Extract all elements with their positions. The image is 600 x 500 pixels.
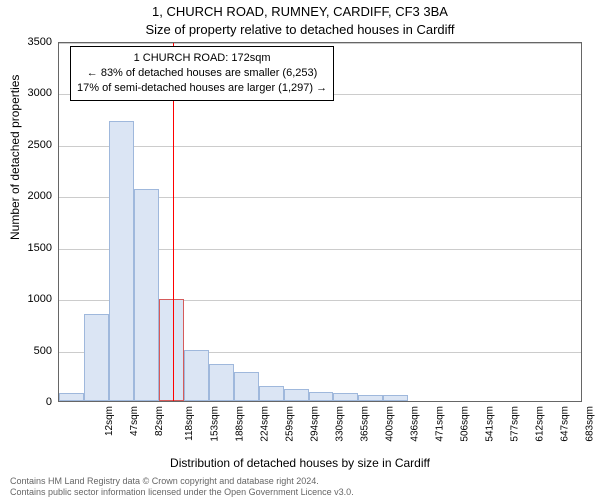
x-tick-label: 647sqm [559,406,570,442]
title-line-1: 1, CHURCH ROAD, RUMNEY, CARDIFF, CF3 3BA [0,4,600,19]
x-axis-label: Distribution of detached houses by size … [0,456,600,470]
histogram-bar [159,299,184,401]
histogram-bar [134,189,159,401]
histogram-bar [259,386,284,401]
x-tick-label: 577sqm [509,406,520,442]
histogram-bar [84,314,109,401]
y-tick-label: 2000 [12,190,52,202]
x-tick-label: 683sqm [584,406,595,442]
histogram-bar [109,121,134,401]
x-tick-label: 294sqm [310,406,321,442]
histogram-bar [309,392,334,401]
histogram-bar [383,395,408,401]
y-tick-label: 2500 [12,139,52,151]
histogram-bar [234,372,259,401]
gridline [59,146,581,147]
x-tick-label: 471sqm [434,406,445,442]
x-tick-label: 506sqm [459,406,470,442]
histogram-bar [358,395,383,401]
annotation-line-3: 17% of semi-detached houses are larger (… [77,81,327,96]
histogram-bar [284,389,309,401]
title-line-2: Size of property relative to detached ho… [0,22,600,37]
chart-container: 1, CHURCH ROAD, RUMNEY, CARDIFF, CF3 3BA… [0,0,600,500]
y-tick-label: 0 [12,396,52,408]
x-tick-label: 541sqm [484,406,495,442]
x-tick-label: 188sqm [235,406,246,442]
x-tick-label: 436sqm [409,406,420,442]
y-tick-label: 1000 [12,293,52,305]
histogram-bar [333,393,358,401]
x-tick-label: 612sqm [534,406,545,442]
x-tick-label: 259sqm [285,406,296,442]
histogram-bar [209,364,234,401]
x-tick-label: 12sqm [104,406,115,436]
footer-attribution: Contains HM Land Registry data © Crown c… [10,476,354,499]
x-tick-label: 400sqm [385,406,396,442]
x-tick-label: 118sqm [184,406,195,441]
annotation-box: 1 CHURCH ROAD: 172sqm ← 83% of detached … [70,46,334,101]
y-tick-label: 3000 [12,87,52,99]
annotation-line-2: ← 83% of detached houses are smaller (6,… [77,66,327,81]
y-tick-label: 500 [12,345,52,357]
x-tick-label: 365sqm [360,406,371,442]
histogram-bar [184,350,209,401]
x-tick-label: 224sqm [260,406,271,442]
y-tick-label: 1500 [12,242,52,254]
y-tick-label: 3500 [12,36,52,48]
x-tick-label: 47sqm [129,406,140,436]
footer-line-2: Contains public sector information licen… [10,487,354,498]
annotation-line-1: 1 CHURCH ROAD: 172sqm [77,51,327,66]
footer-line-1: Contains HM Land Registry data © Crown c… [10,476,354,487]
x-tick-label: 153sqm [210,406,221,442]
x-tick-label: 82sqm [154,406,165,436]
histogram-bar [59,393,84,401]
gridline [59,43,581,44]
x-tick-label: 330sqm [335,406,346,442]
